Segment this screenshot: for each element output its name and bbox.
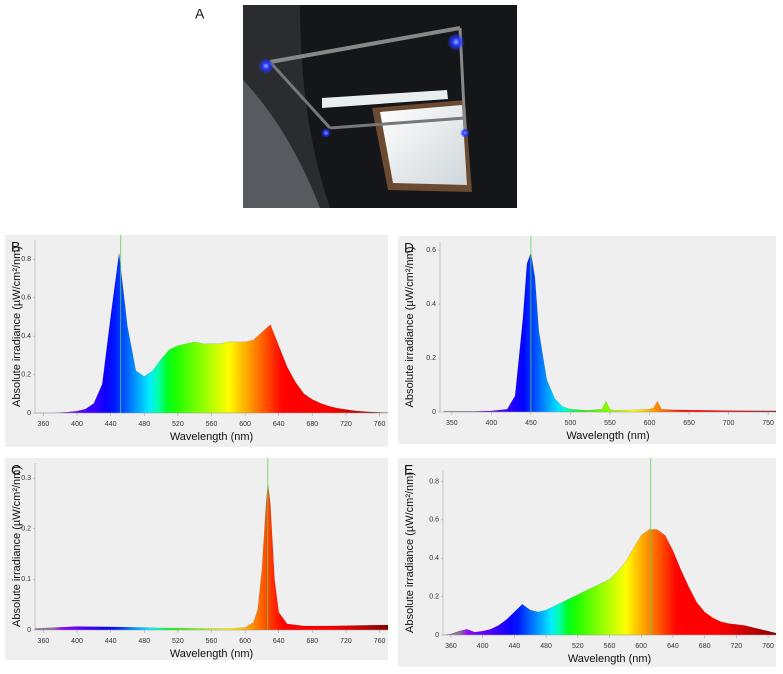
- spectrum-area: [443, 252, 777, 413]
- panel-label: A: [195, 6, 205, 22]
- chart-panel: 0 0.2 0.4 0.6 350 400 450 500 550 600 650 700 750 D Wa…: [398, 236, 777, 444]
- y-tick-label: 0.3: [21, 475, 31, 482]
- y-tick-label: 0.1: [21, 576, 31, 583]
- x-tick-label: 440: [509, 643, 521, 650]
- x-tick-label: 640: [667, 643, 679, 650]
- y-tick-label: 0.8: [21, 256, 31, 263]
- y-tick-label: 0.2: [426, 355, 436, 362]
- x-tick-label: 450: [525, 420, 537, 427]
- x-tick-label: 640: [273, 638, 285, 645]
- x-tick-label: 520: [572, 643, 584, 650]
- x-tick-label: 350: [446, 420, 458, 427]
- x-tick-label: 680: [307, 421, 319, 428]
- photo: [243, 5, 517, 208]
- panel-label: C: [11, 462, 21, 478]
- x-tick-label: 720: [731, 643, 743, 650]
- y-tick-label: 0.2: [429, 593, 439, 600]
- x-tick-label: 600: [239, 421, 251, 428]
- x-tick-label: 400: [477, 643, 489, 650]
- x-tick-label: 360: [445, 643, 457, 650]
- y-tick-label: 0: [27, 410, 31, 417]
- x-tick-label: 440: [105, 421, 117, 428]
- x-tick-label: 600: [239, 638, 251, 645]
- panel-label: B: [11, 239, 20, 255]
- y-tick-label: 0: [435, 632, 439, 639]
- x-axis-label: Wavelength (nm): [170, 648, 253, 660]
- x-axis-label: Wavelength (nm): [170, 431, 253, 443]
- y-axis-label: Absolute irradiance (µW/cm²/nm): [404, 472, 416, 633]
- panel-label: E: [404, 462, 413, 478]
- y-tick-label: 0.4: [21, 333, 31, 340]
- x-tick-label: 760: [374, 421, 386, 428]
- x-tick-label: 560: [206, 421, 218, 428]
- x-tick-label: 400: [71, 638, 83, 645]
- x-axis-label: Wavelength (nm): [568, 653, 651, 665]
- y-axis-label: Absolute irradiance (µW/cm²/nm): [11, 246, 23, 407]
- x-tick-label: 700: [723, 420, 735, 427]
- chart-panel: 0 0.1 0.2 0.3 360 400 440 480 520 560 600 640 680 720…: [5, 458, 389, 660]
- panel-background: [5, 235, 388, 447]
- y-tick-label: 0.4: [429, 555, 439, 562]
- chart-panel: 0 0.2 0.4 0.6 0.8 360 400 440 480 520 560 600 640 680…: [5, 235, 389, 447]
- y-tick-label: 0: [432, 409, 436, 416]
- x-tick-label: 360: [38, 421, 50, 428]
- y-tick-label: 0.8: [429, 478, 439, 485]
- x-tick-label: 650: [683, 420, 695, 427]
- y-tick-label: 0.6: [426, 247, 436, 254]
- y-tick-label: 0.6: [21, 295, 31, 302]
- x-tick-label: 680: [307, 638, 319, 645]
- x-tick-label: 560: [604, 643, 616, 650]
- chart-panel: 0 0.2 0.4 0.6 0.8 360 400 440 480 520 560 600 640 680…: [398, 458, 777, 667]
- x-tick-label: 600: [635, 643, 647, 650]
- x-tick-label: 360: [38, 638, 50, 645]
- y-tick-label: 0.2: [21, 526, 31, 533]
- spectrum-area: [35, 253, 389, 414]
- x-tick-label: 480: [540, 643, 552, 650]
- y-axis-label: Absolute irradiance (µW/cm²/nm): [11, 466, 23, 627]
- y-tick-label: 0.2: [21, 371, 31, 378]
- x-tick-label: 640: [273, 421, 285, 428]
- x-tick-label: 480: [138, 421, 150, 428]
- x-tick-label: 520: [172, 421, 184, 428]
- x-tick-label: 400: [71, 421, 83, 428]
- x-tick-label: 400: [486, 420, 498, 427]
- x-tick-label: 760: [762, 643, 774, 650]
- x-tick-label: 500: [565, 420, 577, 427]
- x-tick-label: 760: [374, 638, 386, 645]
- x-tick-label: 720: [340, 421, 352, 428]
- panel-background: [398, 236, 776, 444]
- y-axis-label: Absolute irradiance (µW/cm²/nm): [404, 247, 416, 408]
- y-tick-label: 0.6: [429, 517, 439, 524]
- x-tick-label: 440: [105, 638, 117, 645]
- x-tick-label: 520: [172, 638, 184, 645]
- x-tick-label: 560: [206, 638, 218, 645]
- x-tick-label: 750: [762, 420, 774, 427]
- y-tick-label: 0.4: [426, 301, 436, 308]
- x-axis-label: Wavelength (nm): [566, 430, 649, 442]
- x-tick-label: 680: [699, 643, 711, 650]
- x-tick-label: 720: [340, 638, 352, 645]
- x-tick-label: 600: [644, 420, 656, 427]
- x-tick-label: 550: [604, 420, 616, 427]
- x-tick-label: 480: [138, 638, 150, 645]
- spectrum-area: [34, 483, 389, 631]
- panel-label: D: [404, 240, 414, 256]
- spectrum-area: [442, 529, 777, 636]
- y-tick-label: 0: [27, 627, 31, 634]
- panel-background: [398, 458, 776, 667]
